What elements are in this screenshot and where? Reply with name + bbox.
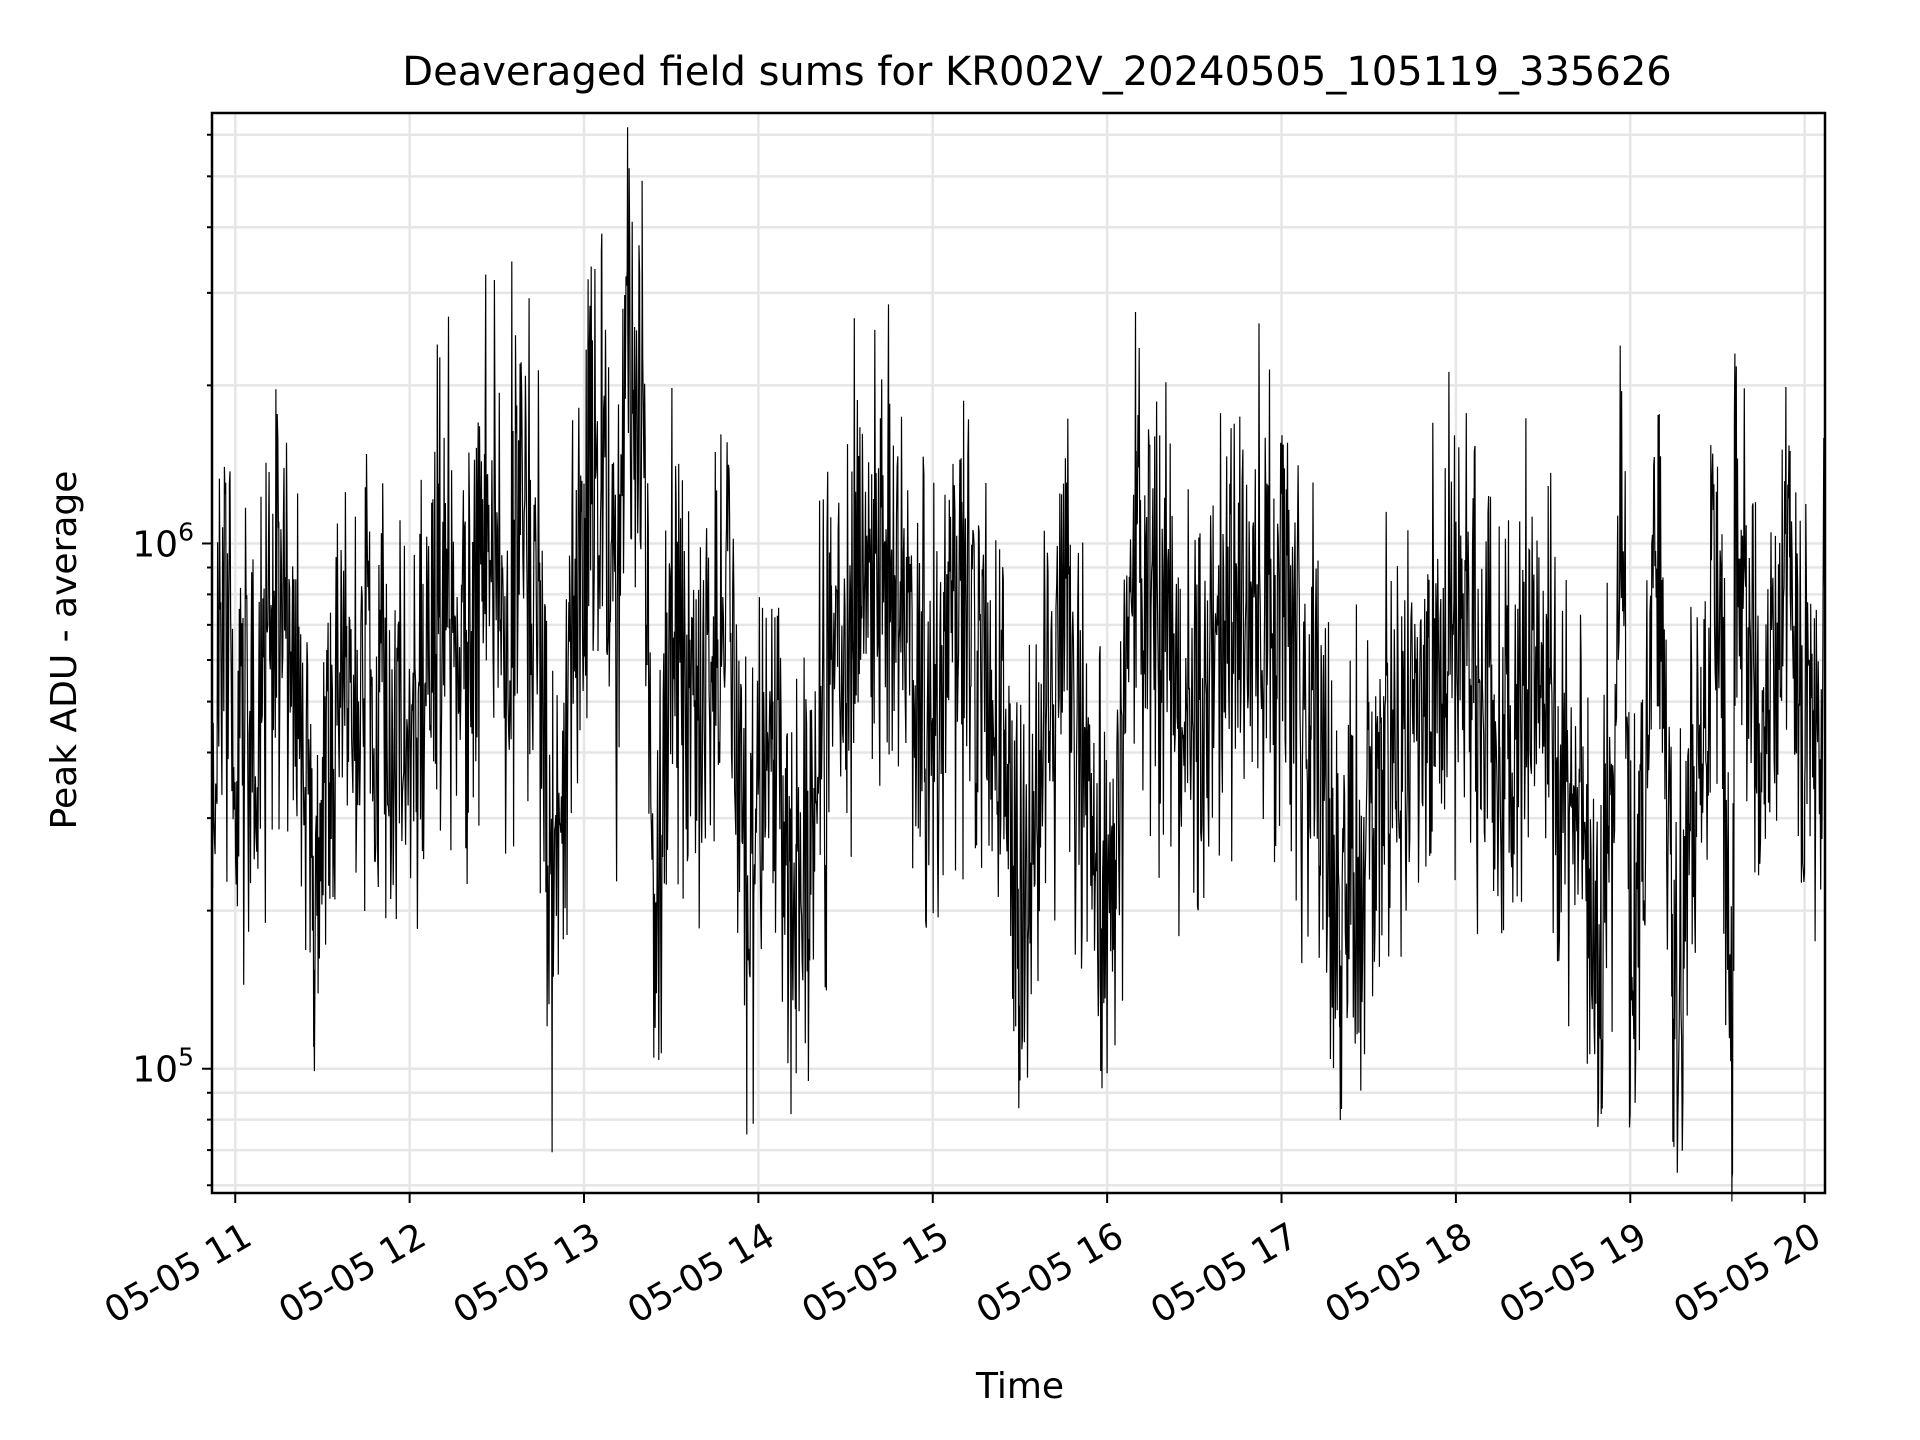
y-tick-exponent: 5 (178, 1043, 194, 1072)
y-tick-exponent: 6 (178, 517, 194, 546)
y-axis-label: Peak ADU - average (44, 471, 85, 830)
x-axis-label: Time (975, 1366, 1064, 1407)
y-tick-label: 106 (132, 517, 194, 565)
data-line (211, 127, 1826, 1202)
plot-frame (210, 111, 1827, 1195)
chart-title: Deaveraged field sums for KR002V_2024050… (402, 49, 1671, 95)
series (211, 127, 1826, 1202)
